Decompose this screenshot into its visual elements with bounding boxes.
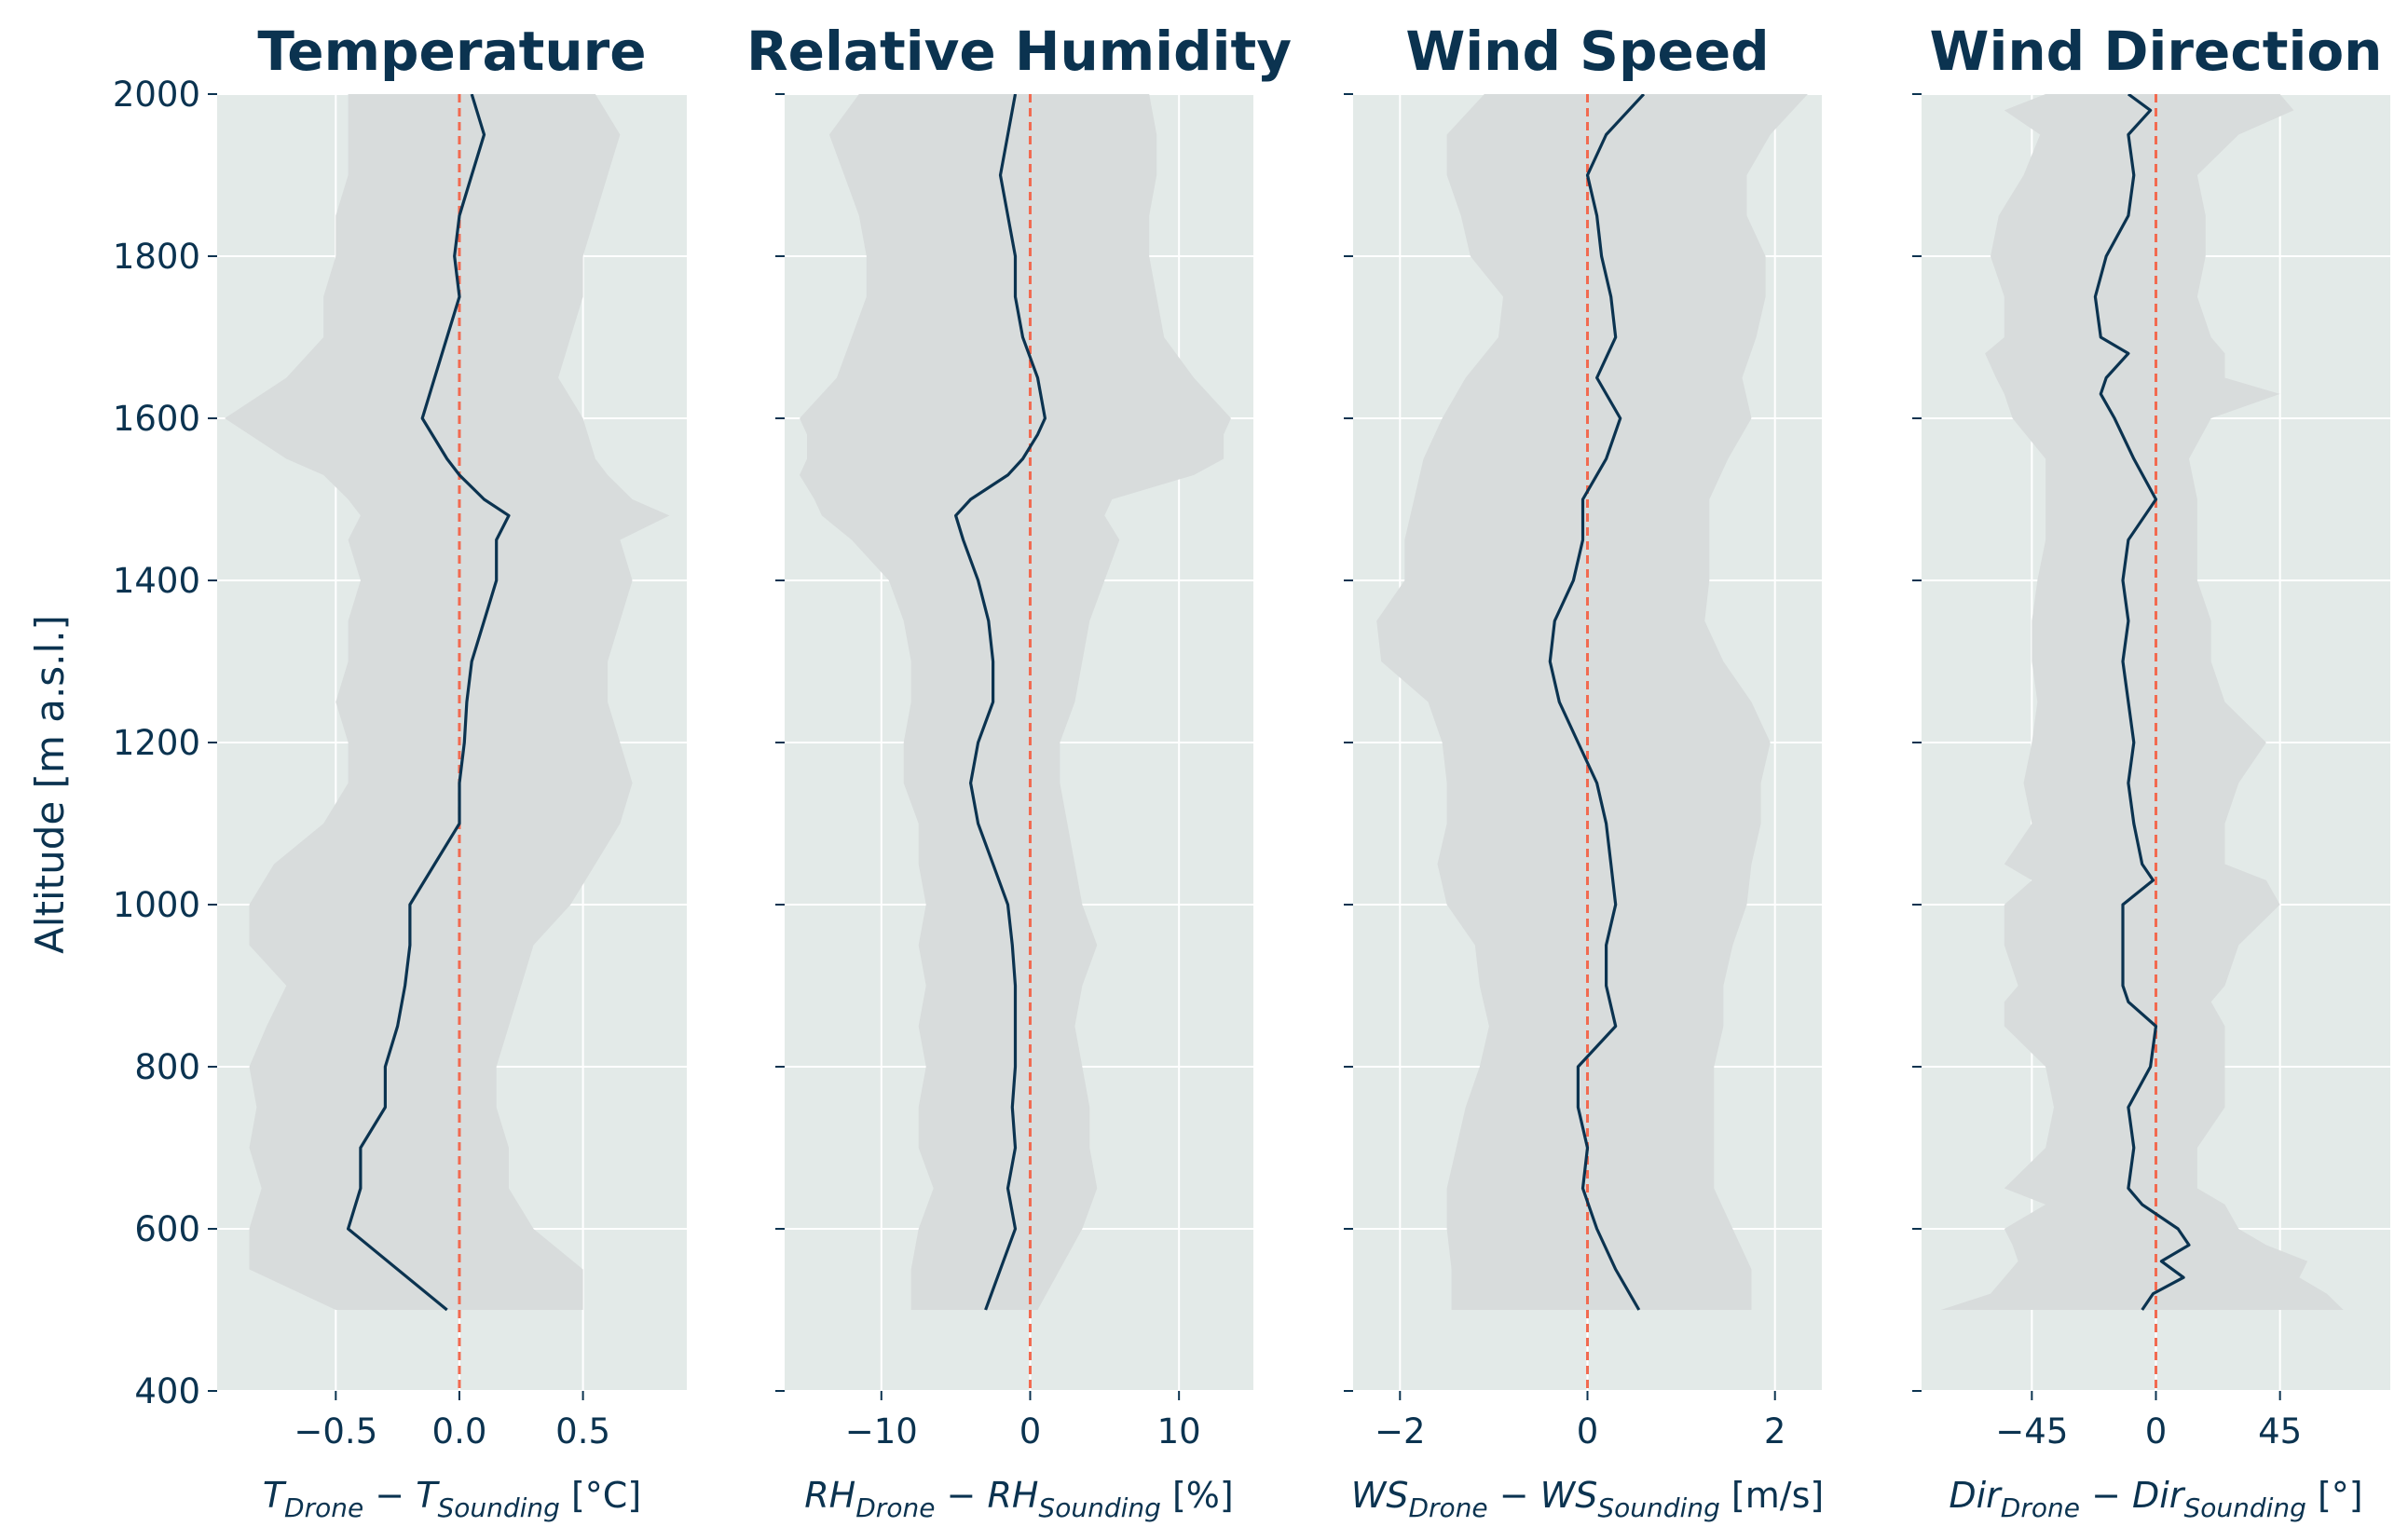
x-tick-label: 0 <box>1577 1411 1599 1451</box>
panel-title: Wind Speed <box>1405 20 1769 83</box>
x-tick-label: 0.0 <box>432 1411 487 1451</box>
panel-3: Wind Speed −2 0 2 WSDrone − WSSounding [m/s] <box>1344 20 1824 1523</box>
y-tick-label: 1600 <box>113 399 200 439</box>
mean-difference-line <box>953 94 1047 1311</box>
x-tick-label: 10 <box>1157 1411 1201 1451</box>
y-tick-label: 1200 <box>113 723 200 763</box>
panel-1: Temperature −0.5 0.0 0.5 400 600 800 1000 1200 14… <box>113 20 687 1523</box>
x-tick-label: 0 <box>1019 1411 1042 1451</box>
x-tick-label: −10 <box>845 1411 918 1451</box>
x-tick-label: 0.5 <box>555 1411 610 1451</box>
mean-difference-line <box>1548 94 1646 1311</box>
spread-band <box>225 94 670 1310</box>
y-tick-label: 1000 <box>113 885 200 925</box>
spread-band <box>1376 94 1808 1310</box>
x-tick-label: −0.5 <box>294 1411 377 1451</box>
panel-title: Relative Humidity <box>746 20 1292 83</box>
y-tick-label: 1800 <box>113 237 200 277</box>
spread-band <box>800 94 1231 1310</box>
panel-title: Wind Direction <box>1930 20 2383 83</box>
x-tick-label: 0 <box>2145 1411 2168 1451</box>
y-tick-label: 800 <box>134 1047 200 1087</box>
panel-4: Wind Direction −45 0 45 DirDrone − DirSoundi… <box>1912 20 2390 1523</box>
x-tick-label: 2 <box>1764 1411 1786 1451</box>
x-axis-label: WSDrone − WSSounding [m/s] <box>1351 1475 1824 1523</box>
x-tick-label: −2 <box>1375 1411 1426 1451</box>
y-tick-label: 2000 <box>113 75 200 115</box>
x-axis-label: TDrone − TSounding [°C] <box>263 1475 641 1523</box>
y-axis-label: Altitude [m a.s.l.] <box>27 615 73 954</box>
x-axis-label: RHDrone − RHSounding [%] <box>804 1475 1233 1523</box>
y-tick-label: 600 <box>134 1209 200 1249</box>
spread-band <box>1940 94 2344 1310</box>
x-tick-label: −45 <box>1995 1411 2068 1451</box>
x-axis-label: DirDrone − DirSounding [°] <box>1949 1475 2362 1523</box>
y-tick-label: 400 <box>134 1371 200 1411</box>
panel-2: Relative Humidity −10 0 10 RHDrone − RHSound… <box>746 20 1292 1523</box>
y-tick-label: 1400 <box>113 561 200 601</box>
x-tick-label: 45 <box>2258 1411 2302 1451</box>
mean-difference-line <box>2093 94 2191 1311</box>
mean-difference-line <box>347 94 511 1312</box>
panel-title: Temperature <box>257 20 646 83</box>
